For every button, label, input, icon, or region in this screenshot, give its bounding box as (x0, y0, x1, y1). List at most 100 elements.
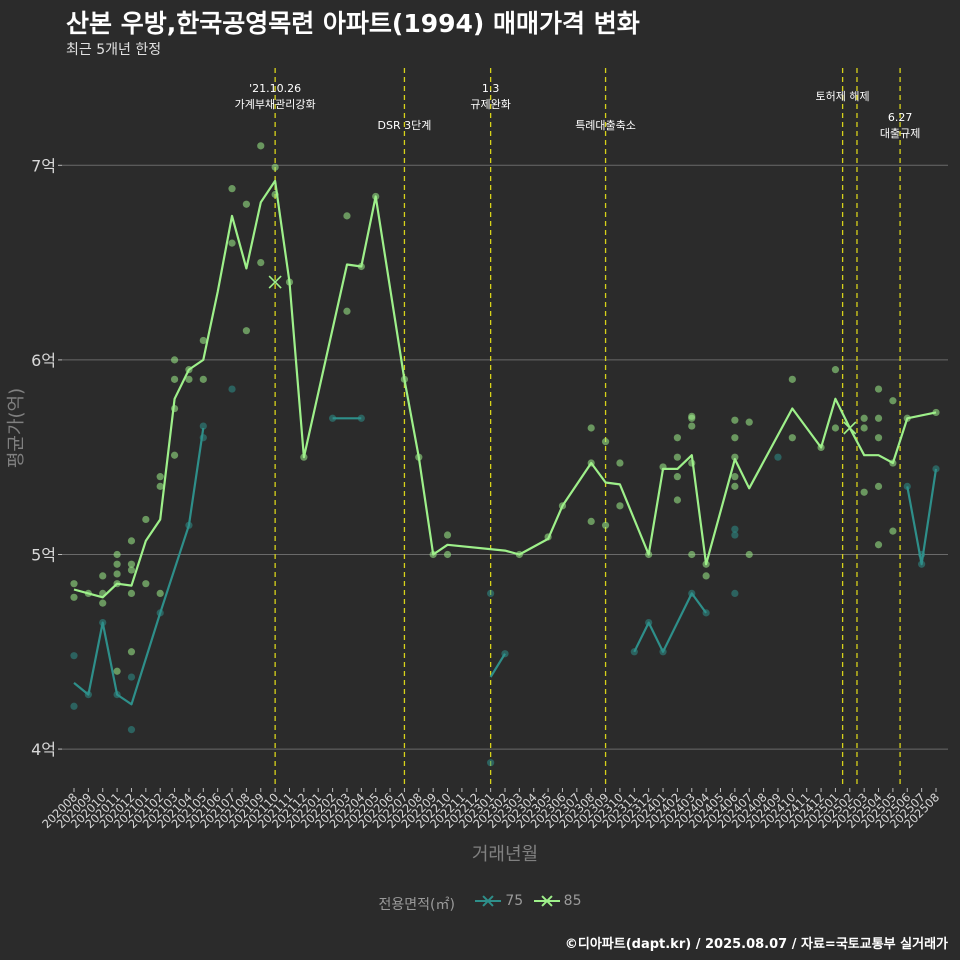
series-75-point (774, 453, 782, 461)
y-tick-label: 6억 (31, 351, 56, 370)
series-85-point (601, 438, 610, 446)
series-75-point (487, 589, 495, 598)
event-label: 6.27 (888, 111, 913, 124)
series-85-marker (843, 421, 857, 435)
series-75-point (357, 414, 365, 422)
series-85-point (587, 424, 595, 432)
event-label: 1.3 (482, 82, 500, 95)
y-tick-label: 4억 (31, 740, 56, 759)
series-85-point (731, 473, 739, 481)
series-85-point (343, 307, 351, 315)
series-85-point (731, 416, 739, 424)
series-75-point (199, 422, 207, 430)
series-85-point (242, 200, 250, 208)
series-85-point (127, 648, 136, 656)
series-85-point (673, 434, 682, 442)
series-85-point (257, 142, 265, 150)
event-label: 대출규제 (880, 127, 920, 140)
series-75-point (228, 385, 236, 393)
series-85-point (831, 424, 840, 432)
legend-key-85-icon (533, 893, 560, 909)
event-label: 특례대출축소 (575, 119, 636, 132)
series-85-point (156, 482, 164, 490)
series-85-point (788, 375, 796, 383)
series-85-point (831, 366, 840, 374)
series-75-line (633, 592, 707, 653)
series-85-point (731, 434, 739, 442)
event-label: DSR 3단계 (378, 119, 432, 132)
series-75-point (932, 465, 940, 473)
series-85-point (443, 550, 452, 559)
series-85-point (731, 453, 739, 461)
series-85-point (874, 541, 883, 549)
series-75-point (903, 482, 911, 490)
series-85-point (113, 667, 121, 675)
series-85-point (199, 336, 207, 345)
chart-title: 산본 우방,한국공영목련 아파트(1994) 매매가격 변화 (66, 9, 640, 38)
series-85-point (889, 397, 897, 405)
legend-key-75-icon (475, 893, 502, 909)
series-85-point (156, 473, 164, 481)
series-85-point (271, 163, 279, 171)
series-85-point (257, 258, 265, 267)
legend: 전용면적(㎡) 75 85 (0, 893, 960, 914)
legend-item-85: 85 (533, 893, 582, 909)
series-85-point (199, 375, 207, 383)
series-85-point (70, 580, 78, 588)
series-75-point (731, 531, 739, 539)
series-85-point (343, 212, 351, 220)
series-85-point (185, 375, 193, 383)
series-85-point (156, 589, 164, 598)
series-75-point (127, 673, 136, 681)
series-85-point (874, 434, 883, 442)
series-85-point (616, 502, 624, 510)
y-tick-label: 7억 (31, 156, 56, 175)
series-85-point (874, 482, 883, 490)
series-85-point (70, 593, 78, 601)
series-85-point (587, 517, 595, 526)
series-85-point (142, 515, 150, 524)
series-85-point (688, 412, 696, 420)
y-axis-title: 평균가(억) (6, 388, 27, 468)
series-85-point (228, 239, 236, 247)
legend-label-85: 85 (563, 893, 582, 909)
event-label: 규제완화 (470, 98, 510, 111)
series-85-point (616, 459, 624, 467)
series-85-point (228, 185, 236, 193)
series-85-point (127, 566, 136, 574)
series-75-point (127, 726, 136, 734)
series-85-point (170, 375, 179, 383)
event-label: 가계부채관리강화 (235, 98, 316, 111)
event-label: 토허제 해제 (816, 89, 870, 103)
series-85-point (673, 473, 682, 481)
series-85-point (788, 434, 796, 442)
series-85-point (170, 451, 179, 459)
series-85-line (73, 179, 937, 599)
series-85-point (99, 572, 107, 580)
series-85-point (127, 589, 136, 598)
y-tick-label: 5억 (31, 545, 56, 564)
series-85-point (113, 560, 121, 568)
series-85-point (113, 570, 121, 578)
series-85-point (874, 414, 883, 422)
series-85-point (127, 560, 136, 568)
series-85-point (745, 550, 753, 559)
series-85-point (443, 531, 452, 539)
legend-label-75: 75 (505, 893, 524, 909)
series-85-point (860, 424, 868, 432)
series-85-point (860, 488, 868, 496)
series-75-point (70, 652, 78, 660)
legend-item-75: 75 (475, 893, 523, 909)
series-85-point (673, 496, 682, 504)
chart-subtitle: 최근 5개년 한정 (66, 42, 162, 58)
series-75-point (487, 759, 495, 767)
series-75-line (906, 468, 938, 566)
series-85-point (731, 482, 739, 490)
series-85-point (127, 537, 136, 545)
series-85-point (601, 521, 610, 529)
legend-title: 전용면적(㎡) (378, 897, 455, 913)
series-75-point (731, 525, 739, 533)
series-85-point (242, 327, 250, 335)
